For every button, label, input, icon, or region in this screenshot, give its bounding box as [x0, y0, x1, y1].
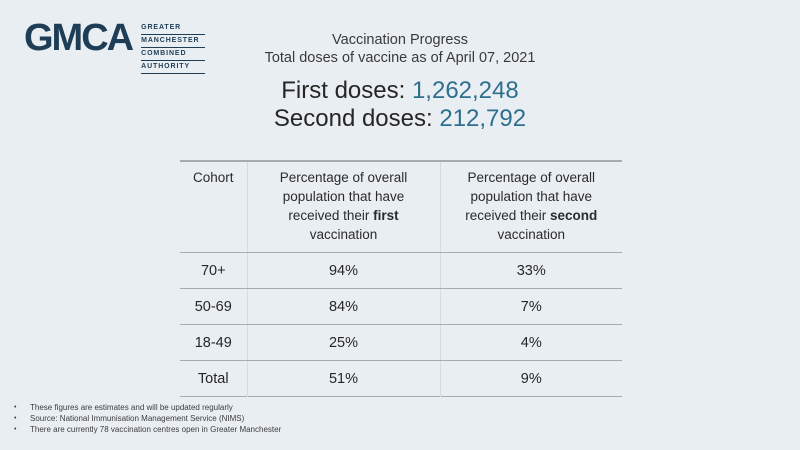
footnote-text: There are currently 78 vaccination centr…: [30, 425, 282, 434]
dose-totals: First doses: 1,262,248 Second doses: 212…: [0, 77, 800, 133]
logo-word-manchester: MANCHESTER: [141, 37, 206, 48]
column-header-second-vaccination: Percentage of overall population that ha…: [439, 161, 622, 253]
gmca-logo: GMCA GREATER MANCHESTER COMBINED AUTHORI…: [24, 17, 206, 76]
logo-word-authority: AUTHORITY: [141, 63, 206, 74]
second-doses-label: Second doses:: [273, 105, 433, 132]
second-pct-50-69: 7%: [439, 288, 622, 325]
logo-word-combined: COMBINED: [141, 50, 206, 61]
logo-acronym: GMCA: [24, 17, 134, 59]
table-row: 18-49 25% 4%: [180, 324, 622, 361]
page-title: Vaccination Progress: [332, 32, 468, 48]
cohort-total: Total: [197, 370, 229, 387]
page-subtitle: Total doses of vaccine as of April 07, 2…: [264, 50, 536, 66]
table-header-row: Cohort Percentage of overall population …: [180, 161, 622, 253]
list-item: • These figures are estimates and will be…: [14, 402, 281, 413]
vaccination-table: Cohort Percentage of overall population …: [180, 160, 622, 397]
cohort-70plus: 70+: [180, 252, 247, 289]
logo-wordmark: GREATER MANCHESTER COMBINED AUTHORITY: [141, 24, 206, 76]
bullet-icon: •: [14, 404, 17, 411]
footnote-text: These figures are estimates and will be …: [30, 403, 233, 412]
second-pct-total: 9%: [439, 360, 622, 397]
table-row: Total 51% 9%: [180, 360, 622, 397]
first-pct-50-69: 84%: [246, 288, 440, 325]
bullet-icon: •: [14, 415, 17, 422]
list-item: • Source: National Immunisation Managemen…: [14, 413, 281, 424]
second-pct-70plus: 33%: [439, 252, 622, 289]
second-pct-18-49: 4%: [439, 324, 622, 361]
list-item: • There are currently 78 vaccination cent…: [14, 424, 281, 435]
cohort-18-49: 18-49: [180, 324, 247, 361]
first-doses-value: 1,262,248: [411, 77, 519, 104]
first-doses-label: First doses:: [281, 77, 406, 104]
title-block: Vaccination Progress Total doses of vacc…: [0, 31, 800, 67]
logo-word-greater: GREATER: [141, 24, 206, 35]
second-doses-line: Second doses: 212,792: [0, 105, 800, 133]
footnote-text: Source: National Immunisation Management…: [30, 414, 245, 423]
column-header-cohort: Cohort: [180, 161, 247, 253]
first-doses-line: First doses: 1,262,248: [0, 77, 800, 105]
first-pct-18-49: 25%: [246, 324, 440, 361]
column-header-first-vaccination: Percentage of overall population that ha…: [246, 161, 440, 253]
first-pct-total: 51%: [246, 360, 440, 397]
second-doses-value: 212,792: [439, 105, 527, 132]
first-pct-70plus: 94%: [246, 252, 440, 289]
cohort-50-69: 50-69: [180, 288, 247, 325]
footnotes-list: • These figures are estimates and will be…: [14, 402, 281, 435]
bullet-icon: •: [14, 426, 17, 433]
table-row: 50-69 84% 7%: [180, 288, 622, 325]
table-row: 70+ 94% 33%: [180, 252, 622, 289]
